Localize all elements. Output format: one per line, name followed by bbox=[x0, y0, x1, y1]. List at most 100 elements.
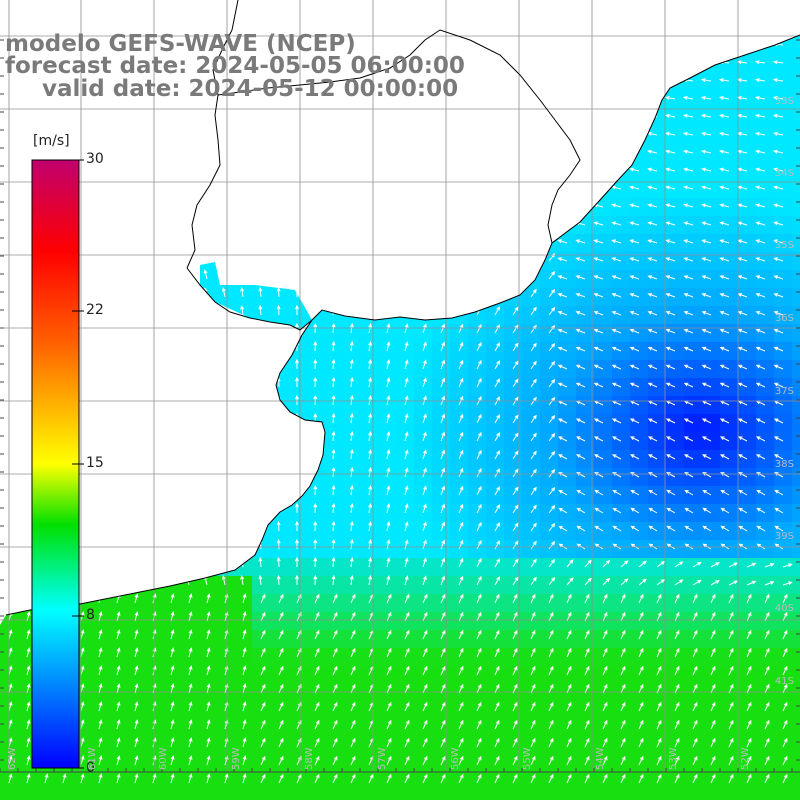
wind-speed-cell bbox=[450, 702, 469, 721]
wind-arrow bbox=[368, 322, 372, 334]
wind-arrow bbox=[566, 559, 574, 568]
wind-speed-cell bbox=[540, 702, 559, 721]
wind-arrow bbox=[260, 773, 266, 784]
wind-speed-cell bbox=[270, 720, 289, 739]
wind-speed-cell bbox=[450, 684, 469, 703]
wind-speed-cell bbox=[720, 702, 739, 721]
wind-arrow bbox=[593, 454, 604, 460]
wind-arrow bbox=[558, 525, 568, 532]
wind-speed-cell bbox=[324, 450, 343, 469]
wind-speed-cell bbox=[162, 612, 181, 631]
wind-speed-cell bbox=[576, 504, 595, 523]
wind-arrow bbox=[494, 629, 500, 640]
wind-speed-cell bbox=[558, 666, 577, 685]
wind-arrow bbox=[584, 773, 590, 784]
wind-arrow bbox=[332, 737, 338, 748]
wind-speed-cell bbox=[792, 774, 800, 793]
wind-speed-cell bbox=[522, 468, 541, 487]
colorbar-unit: [m/s] bbox=[33, 133, 70, 149]
wind-arrow bbox=[566, 647, 572, 658]
wind-arrow bbox=[494, 593, 500, 604]
wind-arrow bbox=[258, 286, 263, 298]
wind-arrow bbox=[404, 323, 409, 334]
wind-speed-cell bbox=[612, 666, 631, 685]
wind-speed-cell bbox=[594, 774, 613, 793]
wind-arrow bbox=[674, 647, 680, 658]
wind-speed-cell bbox=[486, 324, 505, 343]
wind-arrow bbox=[276, 520, 281, 532]
wind-arrow bbox=[584, 719, 590, 730]
wind-speed-cell bbox=[522, 666, 541, 685]
wind-speed-cell bbox=[756, 432, 775, 451]
wind-speed-cell bbox=[630, 270, 649, 289]
wind-speed-cell bbox=[270, 648, 289, 667]
wind-speed-cell bbox=[378, 378, 397, 397]
wind-arrow bbox=[702, 472, 712, 478]
wind-speed-cell bbox=[792, 504, 800, 523]
wind-speed-cell bbox=[576, 486, 595, 505]
wind-speed-cell bbox=[234, 648, 253, 667]
wind-arrow bbox=[422, 773, 428, 784]
wind-speed-cell bbox=[108, 720, 127, 739]
wind-speed-cell bbox=[702, 342, 721, 361]
wind-arrow bbox=[134, 629, 139, 640]
wind-arrow bbox=[314, 719, 320, 730]
wind-arrow bbox=[530, 719, 536, 730]
wind-speed-cell bbox=[756, 324, 775, 343]
wind-speed-cell bbox=[792, 360, 800, 379]
wind-arrow bbox=[276, 538, 281, 550]
wind-arrow bbox=[349, 556, 354, 568]
wind-arrow bbox=[755, 293, 766, 298]
wind-arrow bbox=[494, 468, 500, 478]
wind-speed-cell bbox=[558, 360, 577, 379]
wind-arrow bbox=[674, 755, 680, 766]
wind-arrow bbox=[458, 647, 464, 658]
wind-speed-cell bbox=[666, 288, 685, 307]
wind-arrow bbox=[647, 364, 658, 370]
wind-speed-cell bbox=[792, 270, 800, 289]
wind-arrow bbox=[738, 525, 748, 532]
wind-speed-cell bbox=[90, 720, 109, 739]
wind-arrow bbox=[728, 647, 734, 658]
wind-speed-cell bbox=[702, 432, 721, 451]
wind-speed-cell bbox=[414, 774, 433, 793]
wind-speed-cell bbox=[522, 378, 541, 397]
wind-speed-cell bbox=[108, 792, 127, 800]
wind-speed-cell bbox=[558, 378, 577, 397]
wind-speed-cell bbox=[270, 774, 289, 793]
wind-arrow bbox=[458, 755, 464, 766]
lon-label-53w: 53W bbox=[668, 747, 679, 770]
wind-speed-cell bbox=[666, 252, 685, 271]
wind-speed-cell bbox=[540, 450, 559, 469]
wind-speed-cell bbox=[288, 792, 307, 800]
wind-speed-cell bbox=[720, 486, 739, 505]
wind-arrow bbox=[602, 559, 611, 568]
wind-arrow bbox=[656, 773, 662, 784]
wind-speed-cell bbox=[756, 558, 775, 577]
wind-arrow bbox=[242, 683, 247, 694]
wind-speed-cell bbox=[504, 558, 523, 577]
wind-speed-cell bbox=[630, 198, 649, 217]
wind-arrow bbox=[548, 342, 556, 352]
wind-speed-cell bbox=[720, 216, 739, 235]
wind-speed-cell bbox=[738, 522, 757, 541]
wind-speed-cell bbox=[324, 432, 343, 451]
wind-speed-cell bbox=[216, 738, 235, 757]
wind-speed-cell bbox=[792, 72, 800, 91]
wind-arrow bbox=[557, 239, 568, 244]
wind-speed-cell bbox=[666, 360, 685, 379]
wind-speed-cell bbox=[558, 684, 577, 703]
wind-speed-cell bbox=[558, 792, 577, 800]
wind-arrow bbox=[98, 647, 103, 658]
wind-speed-cell bbox=[756, 396, 775, 415]
wind-arrow bbox=[701, 328, 712, 334]
wind-arrow bbox=[629, 185, 640, 190]
wind-arrow bbox=[665, 149, 676, 154]
wind-speed-cell bbox=[324, 378, 343, 397]
wind-arrow bbox=[278, 719, 284, 730]
wind-arrow bbox=[26, 773, 31, 784]
wind-arrow bbox=[728, 629, 734, 640]
wind-speed-cell bbox=[576, 720, 595, 739]
wind-arrow bbox=[404, 575, 409, 586]
wind-speed-cell bbox=[378, 666, 397, 685]
